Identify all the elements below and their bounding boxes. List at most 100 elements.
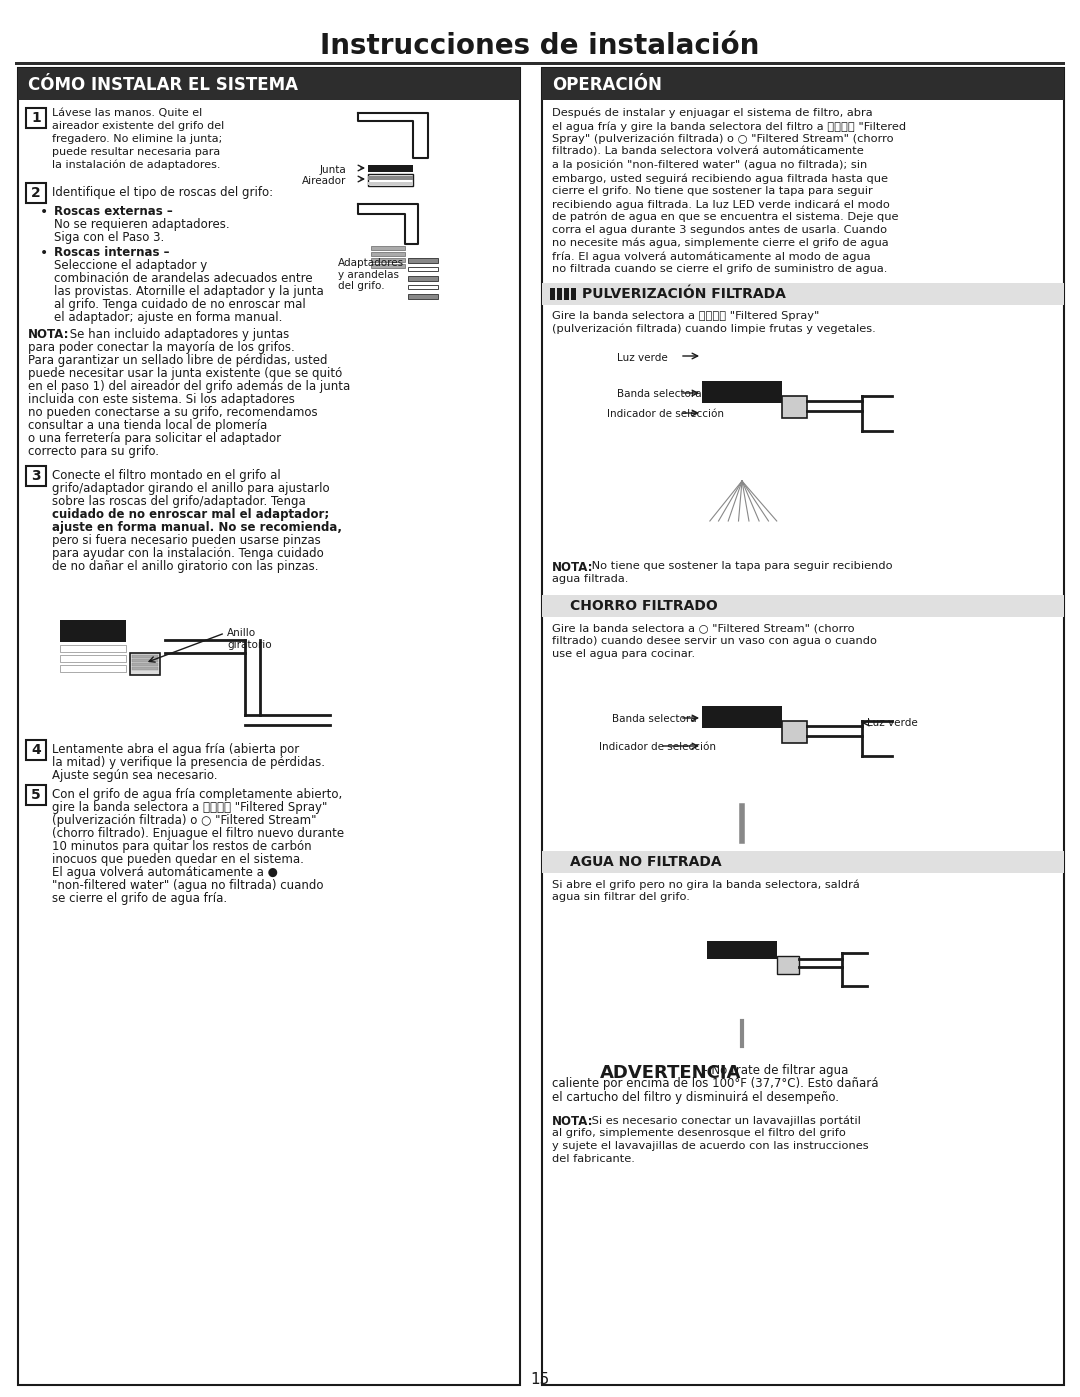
Ellipse shape (757, 738, 762, 745)
Bar (408, 277, 438, 281)
Text: Ajuste según sea necesario.: Ajuste según sea necesario. (52, 768, 217, 782)
Text: no necesite más agua, simplemente cierre el grifo de agua: no necesite más agua, simplemente cierre… (552, 237, 889, 249)
Bar (372, 251, 405, 256)
Ellipse shape (58, 576, 129, 725)
Text: Conecte el filtro montado en el grifo al: Conecte el filtro montado en el grifo al (52, 469, 281, 482)
Ellipse shape (550, 598, 566, 615)
Text: no pueden conectarse a su grifo, recomendamos: no pueden conectarse a su grifo, recomen… (28, 407, 318, 419)
Text: del fabricante.: del fabricante. (552, 1154, 635, 1164)
Ellipse shape (702, 341, 782, 481)
Bar (408, 258, 438, 263)
Ellipse shape (70, 584, 76, 590)
Text: Anillo
giratorio: Anillo giratorio (227, 629, 272, 650)
Text: •: • (40, 205, 49, 219)
Bar (564, 288, 569, 300)
Bar (372, 264, 405, 268)
Text: Banda selectora: Banda selectora (612, 714, 697, 724)
Text: y sujete el lavavajillas de acuerdo con las instrucciones: y sujete el lavavajillas de acuerdo con … (552, 1141, 868, 1151)
Text: se cierre el grifo de agua fría.: se cierre el grifo de agua fría. (52, 893, 227, 905)
Text: Lentamente abra el agua fría (abierta por: Lentamente abra el agua fría (abierta po… (52, 743, 299, 756)
Bar (372, 258, 405, 263)
Text: en el paso 1) del aireador del grifo además de la junta: en el paso 1) del aireador del grifo ade… (28, 380, 350, 393)
Text: el cartucho del filtro y disminuirá el desempeño.: el cartucho del filtro y disminuirá el d… (552, 1091, 839, 1104)
Bar (26, 183, 46, 203)
Text: Luz verde: Luz verde (867, 718, 918, 728)
Text: la mitad) y verifique la presencia de pérdidas.: la mitad) y verifique la presencia de pé… (52, 756, 325, 768)
Text: puede necesitar usar la junta existente (que se quitó: puede necesitar usar la junta existente … (28, 367, 342, 380)
Text: fregadero. No elimine la junta;: fregadero. No elimine la junta; (52, 134, 222, 144)
Text: Gire la banda selectora a ○ "Filtered Stream" (chorro: Gire la banda selectora a ○ "Filtered St… (552, 623, 854, 633)
Text: 5: 5 (31, 788, 41, 802)
Bar (368, 182, 413, 184)
Ellipse shape (721, 738, 727, 745)
Text: Se han incluido adaptadores y juntas: Se han incluido adaptadores y juntas (66, 328, 289, 341)
Ellipse shape (185, 671, 205, 698)
Text: sobre las roscas del grifo/adaptador. Tenga: sobre las roscas del grifo/adaptador. Te… (52, 495, 306, 509)
Ellipse shape (697, 338, 787, 353)
Bar (368, 165, 413, 172)
Bar (557, 288, 562, 300)
Text: AGUA NO FILTRADA: AGUA NO FILTRADA (570, 855, 721, 869)
Text: El agua volverá automáticamente a ●: El agua volverá automáticamente a ● (52, 866, 278, 879)
Bar (542, 851, 1064, 873)
Bar (60, 645, 126, 652)
Text: 2: 2 (31, 186, 41, 200)
Text: consultar a una tienda local de plomería: consultar a una tienda local de plomería (28, 419, 267, 432)
Text: inocuos que pueden quedar en el sistema.: inocuos que pueden quedar en el sistema. (52, 854, 303, 866)
Text: de patrón de agua en que se encuentra el sistema. Deje que: de patrón de agua en que se encuentra el… (552, 212, 899, 222)
Text: Si es necesario conectar un lavavajillas portátil: Si es necesario conectar un lavavajillas… (588, 1115, 861, 1126)
Text: recibiendo agua filtrada. La luz LED verde indicará el modo: recibiendo agua filtrada. La luz LED ver… (552, 198, 890, 210)
Bar (15, 61, 1065, 66)
Bar (132, 655, 158, 658)
Bar (542, 68, 1064, 101)
Text: ADVERTENCIA: ADVERTENCIA (600, 1065, 741, 1083)
Text: aireador existente del grifo del: aireador existente del grifo del (52, 122, 225, 131)
Ellipse shape (721, 414, 727, 419)
Text: Junta: Junta (320, 165, 346, 175)
Text: incluida con este sistema. Si los adaptadores: incluida con este sistema. Si los adapta… (28, 393, 295, 407)
Bar (777, 956, 799, 974)
Text: 15: 15 (530, 1372, 550, 1386)
Bar (702, 705, 782, 728)
Text: 4: 4 (31, 743, 41, 757)
Bar (542, 284, 1064, 305)
Text: PULVERIZACIÓN FILTRADA: PULVERIZACIÓN FILTRADA (582, 286, 786, 300)
Ellipse shape (757, 414, 762, 419)
Text: Banda selectora: Banda selectora (617, 388, 702, 400)
Text: No se requieren adaptadores.: No se requieren adaptadores. (54, 218, 230, 231)
Text: el agua fría y gire la banda selectora del filtro a      "Filtered: el agua fría y gire la banda selectora d… (552, 122, 906, 131)
Text: la instalación de adaptadores.: la instalación de adaptadores. (52, 161, 220, 170)
Bar (408, 293, 438, 299)
Bar (60, 620, 126, 643)
Text: el adaptador; ajuste en forma manual.: el adaptador; ajuste en forma manual. (54, 312, 282, 324)
Text: caliente por encima de los 100°F (37,7°C). Esto dañará: caliente por encima de los 100°F (37,7°C… (552, 1077, 878, 1090)
Text: Siga con el Paso 3.: Siga con el Paso 3. (54, 231, 164, 244)
Text: para poder conectar la mayoría de los grifos.: para poder conectar la mayoría de los gr… (28, 341, 295, 353)
Text: al grifo, simplemente desenrosque el filtro del grifo: al grifo, simplemente desenrosque el fil… (552, 1127, 846, 1139)
Text: correcto para su grifo.: correcto para su grifo. (28, 446, 159, 458)
Bar (132, 666, 158, 671)
Bar (782, 395, 807, 418)
Text: cuidado de no enroscar mal el adaptador;: cuidado de no enroscar mal el adaptador; (52, 509, 329, 521)
Text: – No trate de filtrar agua: – No trate de filtrar agua (698, 1065, 849, 1077)
Text: CÓMO INSTALAR EL SISTEMA: CÓMO INSTALAR EL SISTEMA (28, 75, 298, 94)
Text: •: • (40, 246, 49, 260)
Text: Indicador de selección: Indicador de selección (599, 742, 716, 752)
Text: CHORRO FILTRADO: CHORRO FILTRADO (570, 599, 718, 613)
Text: Con el grifo de agua fría completamente abierto,: Con el grifo de agua fría completamente … (52, 788, 342, 800)
Text: Lávese las manos. Quite el: Lávese las manos. Quite el (52, 108, 202, 117)
Text: 1: 1 (31, 110, 41, 124)
Bar (18, 68, 519, 1384)
Text: Instrucciones de instalación: Instrucciones de instalación (321, 32, 759, 60)
Text: No tiene que sostener la tapa para seguir recibiendo: No tiene que sostener la tapa para segui… (588, 562, 893, 571)
Ellipse shape (107, 584, 111, 590)
Ellipse shape (697, 664, 787, 679)
Text: embargo, usted seguirá recibiendo agua filtrada hasta que: embargo, usted seguirá recibiendo agua f… (552, 173, 888, 183)
Ellipse shape (704, 909, 780, 923)
Ellipse shape (550, 854, 566, 870)
Text: fría. El agua volverá automáticamente al modo de agua: fría. El agua volverá automáticamente al… (552, 251, 870, 261)
Text: o una ferretería para solicitar el adaptador: o una ferretería para solicitar el adapt… (28, 432, 281, 446)
Text: no filtrada cuando se cierre el grifo de suministro de agua.: no filtrada cuando se cierre el grifo de… (552, 264, 888, 274)
Text: Luz verde: Luz verde (617, 353, 667, 363)
Text: NOTA:: NOTA: (552, 1115, 594, 1127)
